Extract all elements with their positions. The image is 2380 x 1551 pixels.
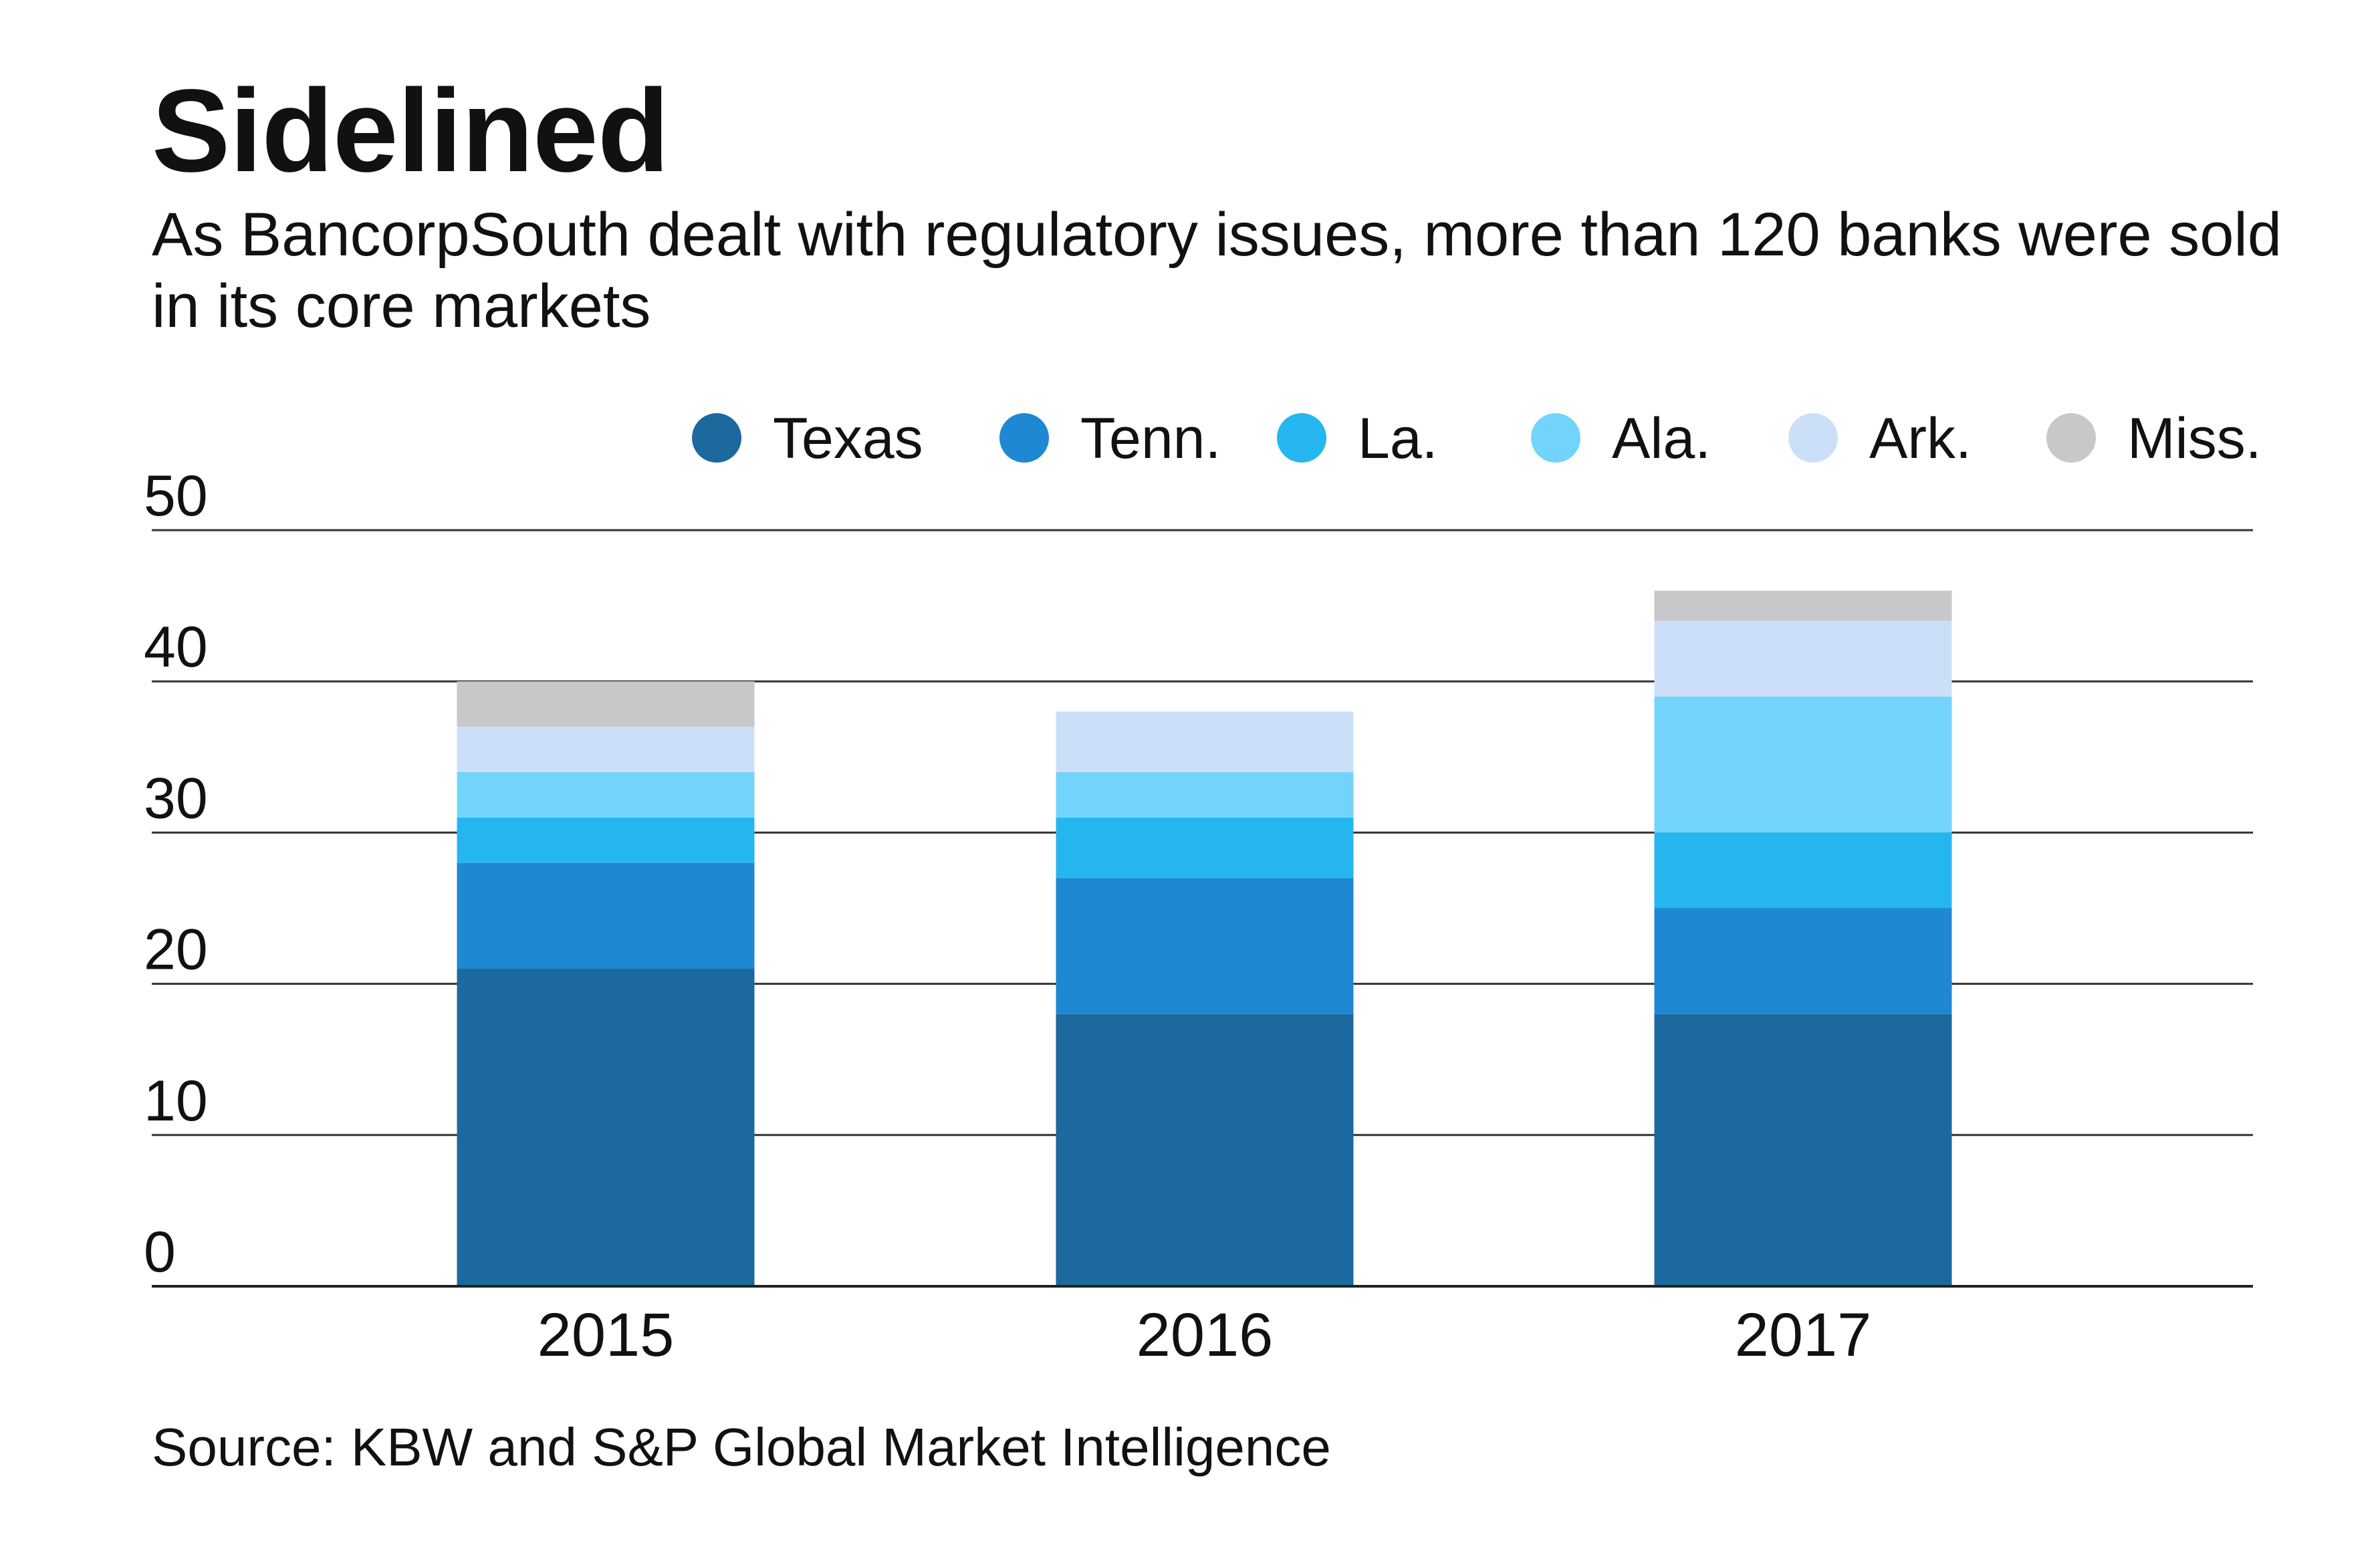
bar-segment-2015-ala — [457, 771, 755, 818]
y-tick-label: 30 — [144, 766, 208, 830]
bar-segment-2017-texas — [1654, 1013, 1952, 1286]
bar-segment-2015-la — [457, 817, 755, 863]
legend-swatch — [1788, 413, 1838, 463]
legend-label: Ala. — [1612, 406, 1711, 471]
legend-label: Texas — [773, 406, 923, 471]
legend-swatch — [1531, 413, 1580, 463]
source-note: Source: KBW and S&P Global Market Intell… — [152, 1417, 1331, 1477]
bar-segment-2017-ala — [1654, 696, 1952, 833]
legend-label: Tenn. — [1080, 406, 1221, 471]
legend-swatch — [2046, 413, 2096, 463]
legend-label: Ark. — [1869, 406, 1972, 471]
legend-item-ark: Ark. — [1788, 406, 1972, 471]
legend-item-tenn: Tenn. — [999, 406, 1221, 471]
x-category-label: 2017 — [1735, 1301, 1872, 1369]
chart-subtitle: As BancorpSouth dealt with regulatory is… — [152, 201, 2282, 340]
bar-segment-2016-texas — [1056, 1013, 1354, 1286]
bar-segment-2015-texas — [457, 968, 755, 1286]
legend-swatch — [999, 413, 1049, 463]
y-tick-label: 40 — [144, 615, 208, 679]
y-tick-label: 10 — [144, 1069, 208, 1133]
x-axis: 2015 2016 2017 — [538, 1301, 1872, 1369]
legend-swatch — [1277, 413, 1326, 463]
bar-segment-2017-miss — [1654, 590, 1952, 621]
y-axis: 0 10 20 30 40 50 — [144, 464, 208, 1284]
legend-item-la: La. — [1277, 406, 1438, 471]
y-tick-label: 0 — [144, 1220, 176, 1284]
y-tick-label: 50 — [144, 464, 208, 528]
bars — [152, 590, 2253, 1288]
bar-segment-2017-la — [1654, 832, 1952, 909]
legend-item-texas: Texas — [692, 406, 923, 471]
y-tick-label: 20 — [144, 918, 208, 982]
bar-segment-2015-tenn — [457, 862, 755, 969]
bar-segment-2015-ark — [457, 727, 755, 772]
x-category-label: 2016 — [1137, 1301, 1274, 1369]
bar-segment-2017-ark — [1654, 620, 1952, 697]
x-category-label: 2015 — [538, 1301, 675, 1369]
legend-label: Miss. — [2127, 406, 2262, 471]
legend-swatch — [692, 413, 741, 463]
legend-label: La. — [1358, 406, 1438, 471]
bar-segment-2016-la — [1056, 817, 1354, 878]
legend-item-miss: Miss. — [2046, 406, 2262, 471]
bar-segment-2015-miss — [457, 681, 755, 727]
chart-title: Sidelined — [152, 66, 669, 197]
bar-segment-2017-tenn — [1654, 908, 1952, 1014]
bar-segment-2016-ark — [1056, 711, 1354, 772]
bar-segment-2016-tenn — [1056, 878, 1354, 1014]
chart-legend: Texas Tenn. La. Ala. Ark. Miss. — [692, 406, 2262, 471]
legend-item-ala: Ala. — [1531, 406, 1711, 471]
bar-segment-2016-ala — [1056, 771, 1354, 818]
